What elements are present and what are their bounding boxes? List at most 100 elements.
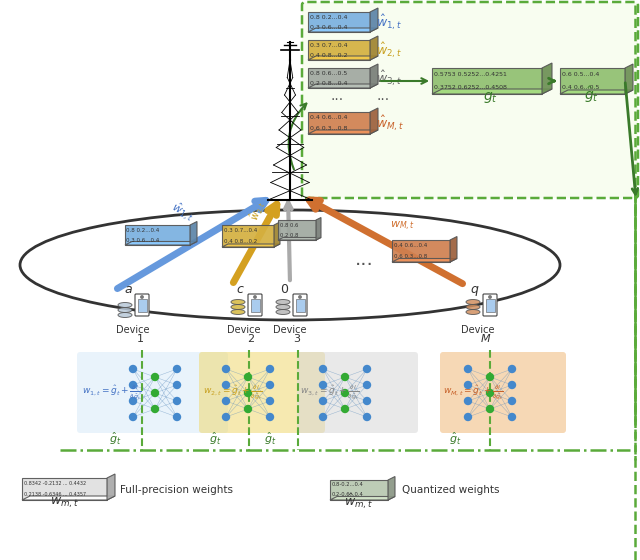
Text: 0.8342 -0.2132 ... 0.4432: 0.8342 -0.2132 ... 0.4432 (24, 481, 86, 486)
Circle shape (319, 398, 326, 404)
Text: $M$: $M$ (481, 332, 492, 344)
Ellipse shape (118, 307, 132, 312)
Polygon shape (308, 68, 370, 88)
Text: $w_{m,t}$: $w_{m,t}$ (49, 496, 79, 510)
Text: $0$: $0$ (280, 283, 289, 296)
Circle shape (465, 366, 472, 372)
Text: 0.8 0.6...0.5: 0.8 0.6...0.5 (310, 71, 347, 76)
Circle shape (173, 366, 180, 372)
Text: ...: ... (355, 250, 374, 269)
FancyBboxPatch shape (293, 294, 307, 316)
Polygon shape (560, 90, 633, 94)
Ellipse shape (276, 305, 290, 310)
Text: $w_{1,t}=\hat{g}_t+\frac{\partial l}{\partial \hat{g}_t}$: $w_{1,t}=\hat{g}_t+\frac{\partial l}{\pa… (82, 384, 141, 402)
Circle shape (173, 413, 180, 421)
Polygon shape (222, 225, 274, 247)
Text: Device: Device (461, 325, 495, 335)
Polygon shape (388, 477, 395, 500)
Circle shape (364, 381, 371, 389)
Text: $q$: $q$ (470, 284, 480, 298)
Circle shape (266, 413, 273, 421)
Text: 0.2138 -0.6346 ... 0.4357: 0.2138 -0.6346 ... 0.4357 (24, 492, 86, 497)
Text: 0.8 0.2...0.4: 0.8 0.2...0.4 (310, 15, 347, 20)
Circle shape (319, 366, 326, 372)
Circle shape (244, 390, 252, 396)
Circle shape (364, 398, 371, 404)
Text: 0.5753 0.5252...0.4251: 0.5753 0.5252...0.4251 (433, 72, 506, 77)
Text: ...: ... (330, 89, 343, 103)
Circle shape (223, 398, 230, 404)
Polygon shape (560, 68, 625, 94)
Text: 0.3 0.7...0.4: 0.3 0.7...0.4 (223, 228, 257, 233)
Polygon shape (274, 222, 280, 247)
Text: $\hat{w}_{3,t}$: $\hat{w}_{3,t}$ (376, 68, 402, 88)
Circle shape (342, 390, 349, 396)
Polygon shape (22, 496, 115, 500)
Circle shape (173, 381, 180, 389)
Ellipse shape (466, 305, 480, 310)
Text: $a$: $a$ (124, 283, 132, 296)
Circle shape (223, 381, 230, 389)
Text: 0.4 0.6...0.5: 0.4 0.6...0.5 (561, 85, 599, 90)
Polygon shape (308, 12, 370, 32)
Polygon shape (432, 89, 552, 94)
Text: $\hat{w}_{1,t}$: $\hat{w}_{1,t}$ (376, 12, 402, 32)
FancyBboxPatch shape (248, 294, 262, 316)
Text: 0.6 0.3...0.8: 0.6 0.3...0.8 (310, 126, 347, 131)
Polygon shape (625, 64, 633, 94)
Circle shape (486, 374, 493, 380)
Circle shape (489, 296, 492, 298)
Polygon shape (278, 237, 321, 240)
Text: 0.8 0.6: 0.8 0.6 (280, 222, 298, 227)
Text: 0.4 0.6...0.4: 0.4 0.6...0.4 (394, 243, 427, 248)
Circle shape (244, 405, 252, 413)
Ellipse shape (118, 302, 132, 307)
Polygon shape (222, 244, 280, 247)
Bar (138, 299, 147, 312)
Circle shape (509, 398, 515, 404)
Circle shape (342, 374, 349, 380)
Text: 0.3 0.6...0.4: 0.3 0.6...0.4 (127, 237, 160, 242)
Circle shape (223, 366, 230, 372)
Text: 0.3 0.7...0.4: 0.3 0.7...0.4 (310, 43, 347, 48)
Circle shape (152, 390, 159, 396)
Polygon shape (308, 84, 378, 88)
Bar (250, 299, 259, 312)
Circle shape (299, 296, 301, 298)
Text: ...: ... (376, 89, 389, 103)
Polygon shape (330, 497, 395, 500)
Polygon shape (370, 64, 378, 88)
FancyBboxPatch shape (77, 352, 228, 433)
Bar (296, 299, 305, 312)
Text: 0.2 0.8: 0.2 0.8 (280, 232, 298, 237)
Text: 0.2 0.8...0.4: 0.2 0.8...0.4 (310, 81, 347, 86)
Polygon shape (107, 474, 115, 500)
Text: 0.6 0.5...0.4: 0.6 0.5...0.4 (561, 72, 599, 77)
Circle shape (465, 413, 472, 421)
Text: $\hat{w}_{m,t}$: $\hat{w}_{m,t}$ (344, 492, 374, 511)
Circle shape (152, 405, 159, 413)
Circle shape (266, 366, 273, 372)
Circle shape (509, 413, 515, 421)
Text: $1$: $1$ (136, 332, 144, 344)
Text: $\hat{g}_t$: $\hat{g}_t$ (264, 431, 276, 447)
Polygon shape (308, 56, 378, 60)
Text: 0.8 0.2...0.4: 0.8 0.2...0.4 (127, 227, 160, 232)
Circle shape (486, 390, 493, 396)
Ellipse shape (118, 312, 132, 318)
Text: $\hat{w}_{M,t}$: $\hat{w}_{M,t}$ (376, 113, 404, 133)
Circle shape (129, 366, 136, 372)
Circle shape (509, 366, 515, 372)
Text: $w_{2,t}=\hat{g}_t+\frac{\partial l}{\partial \hat{g}_t}$: $w_{2,t}=\hat{g}_t+\frac{\partial l}{\pa… (203, 384, 262, 402)
Polygon shape (370, 108, 378, 134)
Text: Device: Device (227, 325, 260, 335)
Ellipse shape (276, 310, 290, 315)
Circle shape (129, 413, 136, 421)
Text: 0.3752 0.6252...0.4508: 0.3752 0.6252...0.4508 (433, 85, 506, 90)
Polygon shape (125, 225, 190, 245)
Ellipse shape (231, 305, 245, 310)
Circle shape (465, 381, 472, 389)
Circle shape (486, 405, 493, 413)
Circle shape (342, 405, 349, 413)
Polygon shape (370, 8, 378, 32)
